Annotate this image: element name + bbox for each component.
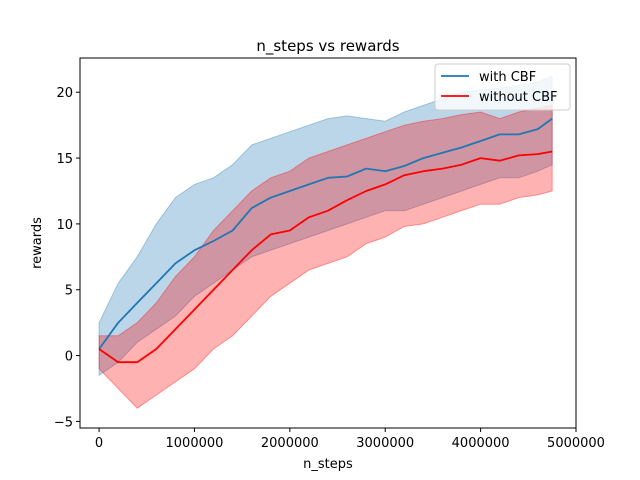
y-tick-label: −5: [54, 415, 73, 430]
x-tick-label: 0: [95, 436, 103, 451]
y-axis: −5 0 5 10 15 20: [54, 86, 80, 430]
line-without-cbf: [98, 150, 553, 364]
x-tick-label: 2000000: [261, 436, 319, 451]
plot-frame: [79, 57, 577, 429]
y-tick-label: 20: [56, 86, 73, 101]
band-with-cbf: [98, 75, 553, 377]
y-tick-label: 10: [56, 218, 73, 233]
legend-label-with-cbf: with CBF: [479, 70, 536, 85]
x-axis: 0 1000000 2000000 3000000 4000000 5000000: [95, 428, 605, 451]
chart-title: n_steps vs rewards: [256, 37, 399, 56]
y-tick-label: 0: [65, 350, 73, 365]
x-tick-label: 4000000: [452, 436, 510, 451]
y-tick-label: 5: [65, 284, 73, 299]
x-tick-label: 1000000: [166, 436, 224, 451]
plot-area: [98, 75, 553, 409]
legend-label-without-cbf: without CBF: [479, 90, 557, 105]
band-without-cbf: [98, 104, 553, 409]
line-with-cbf: [98, 117, 553, 350]
legend: with CBF without CBF: [434, 63, 571, 111]
y-tick-label: 15: [56, 152, 73, 167]
x-axis-label: n_steps: [303, 457, 353, 472]
x-tick-label: 3000000: [356, 436, 414, 451]
x-tick-label: 5000000: [547, 436, 605, 451]
y-axis-label: rewards: [30, 217, 45, 269]
